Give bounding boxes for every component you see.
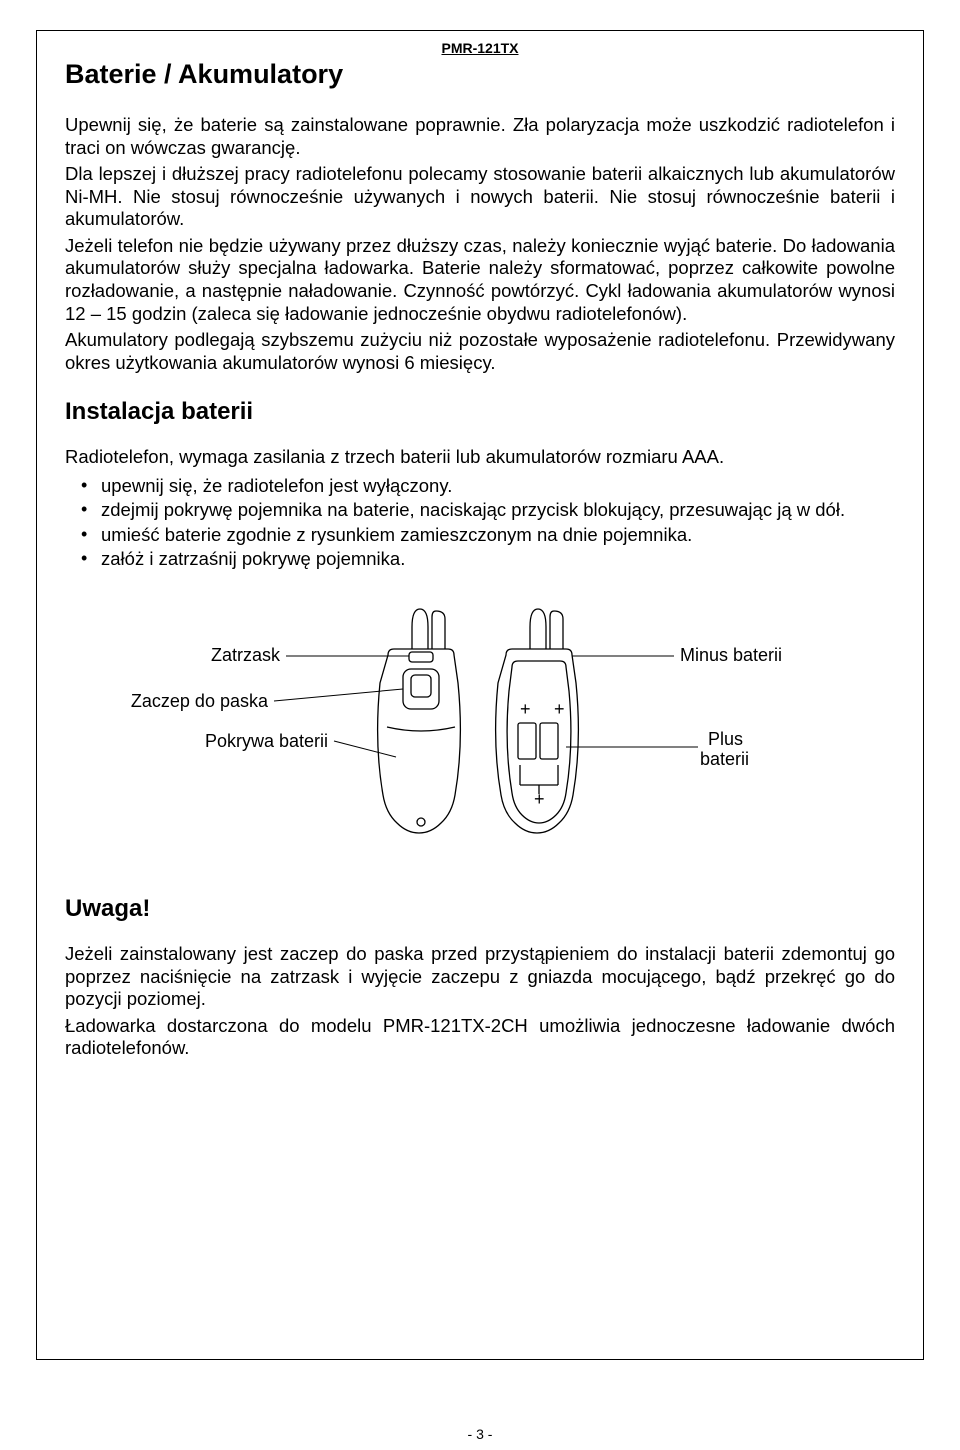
section1-p3: Jeżeli telefon nie będzie używany przez … bbox=[65, 235, 895, 325]
label-plus2: baterii bbox=[700, 749, 749, 769]
battery-diagram: + + + Zatrzask Zaczep do paska Pokryw bbox=[65, 597, 895, 857]
list-item: upewnij się, że radiotelefon jest wyłącz… bbox=[101, 475, 895, 498]
section2-list: upewnij się, że radiotelefon jest wyłącz… bbox=[65, 475, 895, 571]
diagram-svg: + + + Zatrzask Zaczep do paska Pokryw bbox=[120, 597, 840, 857]
labels-left: Zatrzask Zaczep do paska Pokrywa baterii bbox=[131, 645, 409, 757]
label-latch: Zatrzask bbox=[211, 645, 281, 665]
label-cover: Pokrywa baterii bbox=[205, 731, 328, 751]
radio-right: + + + bbox=[496, 609, 579, 833]
section3-title: Uwaga! bbox=[65, 895, 895, 923]
section1-p4: Akumulatory podlegają szybszemu zużyciu … bbox=[65, 329, 895, 374]
label-minus: Minus baterii bbox=[680, 645, 782, 665]
label-belt-clip: Zaczep do paska bbox=[131, 691, 269, 711]
section2-title: Instalacja baterii bbox=[65, 398, 895, 426]
list-item: umieść baterie zgodnie z rysunkiem zamie… bbox=[101, 524, 895, 547]
section3-p2: Ładowarka dostarczona do modelu PMR-121T… bbox=[65, 1015, 895, 1060]
list-item: zdejmij pokrywę pojemnika na baterie, na… bbox=[101, 499, 895, 522]
labels-right: Minus baterii Plus baterii bbox=[566, 645, 782, 769]
section3-p1: Jeżeli zainstalowany jest zaczep do pask… bbox=[65, 943, 895, 1011]
svg-text:+: + bbox=[520, 699, 531, 719]
section1-p1: Upewnij się, że baterie są zainstalowane… bbox=[65, 114, 895, 159]
list-item: załóż i zatrzaśnij pokrywę pojemnika. bbox=[101, 548, 895, 571]
page-number: - 3 - bbox=[0, 1426, 960, 1442]
label-plus1: Plus bbox=[708, 729, 743, 749]
radio-left bbox=[378, 609, 461, 833]
section1-title: Baterie / Akumulatory bbox=[65, 59, 895, 90]
page-frame: Baterie / Akumulatory Upewnij się, że ba… bbox=[36, 30, 924, 1360]
svg-text:+: + bbox=[554, 699, 565, 719]
section1-p2: Dla lepszej i dłuższej pracy radiotelefo… bbox=[65, 163, 895, 231]
section2-intro: Radiotelefon, wymaga zasilania z trzech … bbox=[65, 446, 895, 469]
